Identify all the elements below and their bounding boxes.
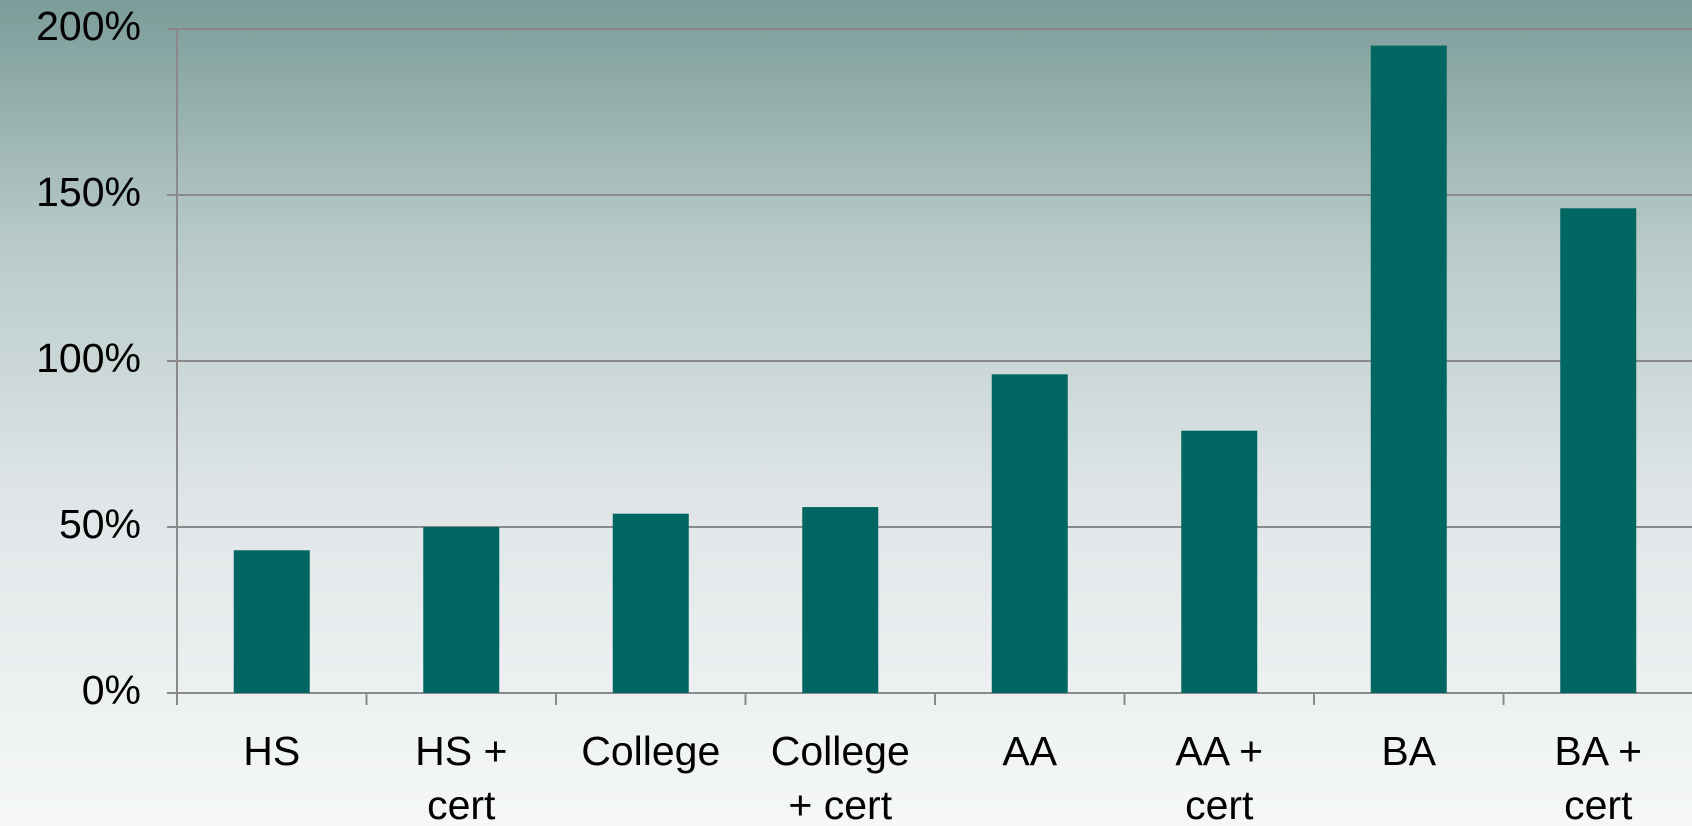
bar (1370, 45, 1447, 694)
x-tick-label: AA (1002, 728, 1058, 774)
bar (423, 527, 500, 693)
bar (991, 374, 1068, 693)
bar (1181, 430, 1258, 693)
bar (802, 507, 879, 693)
y-tick-label: 0% (82, 667, 141, 713)
x-tick-label: BA (1381, 728, 1437, 774)
y-tick-label: 200% (36, 3, 141, 49)
bar (612, 513, 689, 693)
x-tick-label: BA + cert (1554, 728, 1643, 826)
y-tick-label: 150% (36, 169, 141, 215)
x-tick-label: HS + cert (415, 728, 508, 826)
y-tick-label: 50% (59, 501, 141, 547)
bar (1560, 208, 1637, 693)
x-tick-label: College (581, 728, 721, 774)
x-tick-label: College + cert (770, 728, 910, 826)
x-tick-label: HS (243, 728, 301, 774)
bar (233, 550, 310, 693)
x-tick-label: AA + cert (1175, 728, 1264, 826)
y-tick-label: 100% (36, 335, 141, 381)
